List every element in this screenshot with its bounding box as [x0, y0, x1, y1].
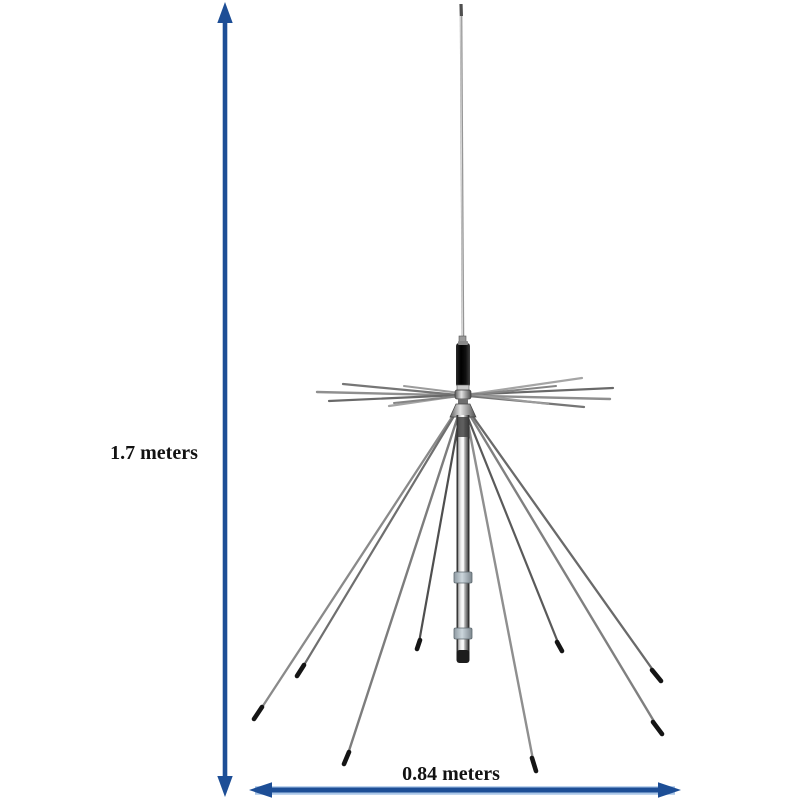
arrow-left-icon: [249, 782, 272, 798]
antenna-mast: [453, 415, 473, 663]
disc-radial: [393, 385, 557, 404]
width-dimension-arrow: [249, 782, 681, 798]
base-cylinder: [456, 343, 470, 387]
base-cylinder-top-cap: [458, 341, 468, 345]
cone-radial: [416, 412, 462, 650]
hub-knob: [454, 389, 472, 400]
cone-tip-cap: [251, 704, 265, 722]
cone-tip-cap: [341, 749, 352, 767]
height-dimension-arrow: [217, 2, 233, 797]
disc-radial: [387, 376, 584, 408]
antenna-whip-base-cylinder: [456, 341, 470, 387]
cone-radial: [467, 409, 662, 682]
cone-radial: [253, 409, 458, 720]
mast-clamp-upper: [453, 571, 473, 584]
hub-lower-collar: [458, 399, 468, 404]
arrow-up-icon: [217, 2, 233, 23]
cone-radial: [464, 411, 563, 652]
arrow-down-icon: [217, 776, 233, 797]
cone-tip-cap: [414, 637, 423, 652]
cone-tip-cap: [650, 719, 665, 737]
mast-clamp-lower: [453, 627, 473, 640]
arrow-right-icon: [658, 782, 681, 798]
discone-antenna-illustration: [251, 3, 665, 774]
mast-top-fitting: [456, 417, 470, 437]
antenna-cone-elements: [251, 409, 665, 774]
cone-radial: [466, 410, 663, 735]
mast-highlight: [461, 415, 465, 653]
width-dimension-label: 0.84 meters: [402, 763, 500, 785]
cone-tip-cap: [529, 755, 539, 774]
cone-radial: [296, 409, 459, 677]
cone-radial: [343, 411, 461, 765]
cone-radial: [464, 411, 537, 772]
cone-tip-cap: [554, 639, 565, 654]
cone-tip-cap: [649, 667, 664, 684]
antenna-whip: [458, 3, 467, 345]
antenna-hub: [449, 384, 477, 418]
hub-cone-fitting: [449, 403, 477, 418]
cone-tip-cap: [294, 662, 307, 679]
whip-highlight: [460, 4, 464, 345]
mast-bottom-cap: [456, 650, 470, 663]
height-dimension-label: 1.7 meters: [110, 442, 198, 464]
cone-radial-tip-caps: [251, 637, 665, 774]
